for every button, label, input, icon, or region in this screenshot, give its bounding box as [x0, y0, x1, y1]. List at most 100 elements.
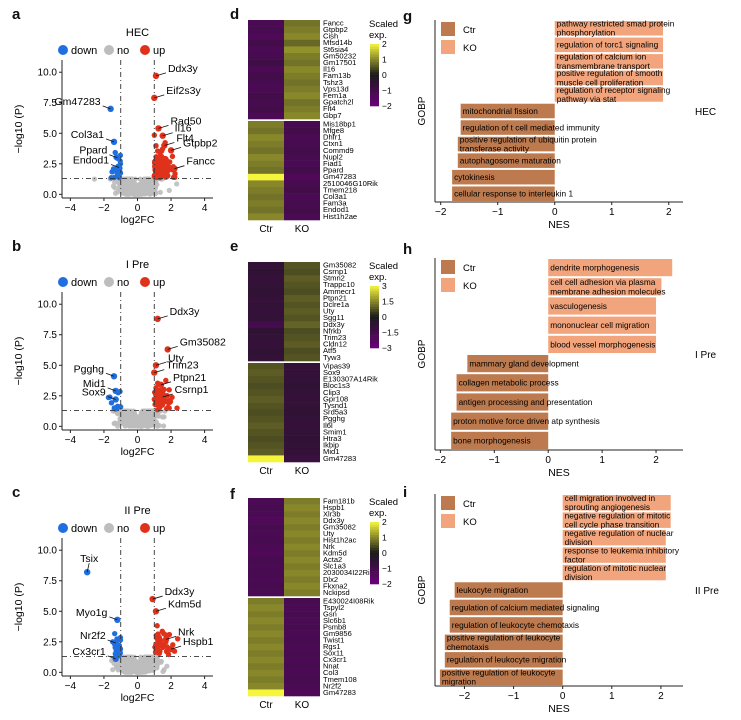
- heatmap-cell: [248, 141, 284, 148]
- heatmap-legend-gradient-step: [370, 47, 379, 50]
- non-significant-point: [158, 190, 163, 195]
- up-regulated-point: [163, 378, 168, 383]
- heatmap-cell: [284, 328, 320, 335]
- heatmap-cell: [284, 670, 320, 677]
- heatmap-legend-tick: 1: [382, 55, 387, 65]
- non-significant-point: [138, 424, 143, 429]
- gobp-term-label: autophagosome maturation: [460, 156, 561, 166]
- legend-label-no: no: [117, 45, 129, 57]
- heatmap-cell: [248, 79, 284, 86]
- legend-swatch-ko: [441, 514, 455, 528]
- legend-label-ctr: Ctr: [463, 499, 476, 510]
- heatmap-cell: [284, 455, 320, 462]
- heatmap-cell: [284, 134, 320, 141]
- legend-label-down: down: [71, 277, 97, 289]
- heatmap-cell: [248, 354, 284, 361]
- y-tick-label: 2.5: [43, 391, 57, 402]
- heatmap-column-label-ko: KO: [295, 700, 310, 711]
- legend-swatch-ctr: [441, 496, 455, 510]
- heatmap-cell: [284, 409, 320, 416]
- x-tick-label: 2: [653, 455, 659, 466]
- heatmap-cell: [248, 389, 284, 396]
- heatmap-cell: [248, 194, 284, 201]
- legend-label-ko: KO: [463, 281, 477, 292]
- gobp-term-label: cytokinesis: [454, 172, 495, 182]
- down-regulated-point: [112, 631, 117, 636]
- heatmap-cell: [284, 341, 320, 348]
- heatmap-legend-tick: 0: [382, 70, 387, 80]
- heatmap-cell: [248, 262, 284, 269]
- up-regulated-point: [155, 640, 160, 645]
- heatmap-row-label: Gm47283: [323, 688, 356, 697]
- heatmap-cell: [284, 200, 320, 207]
- y-tick-label: 2.5: [43, 159, 57, 170]
- heatmap-cell: [248, 295, 284, 302]
- heatmap-cell: [284, 315, 320, 322]
- heatmap-legend-gradient-step: [370, 57, 379, 60]
- heatmap-cell: [284, 20, 320, 27]
- heatmap-cell: [248, 86, 284, 93]
- gobp-term-label: regulation of calcium mediated signaling: [452, 602, 600, 612]
- non-significant-point: [117, 185, 122, 190]
- gobp-bar-chart-ii-pre: cell migration involved insprouting angi…: [405, 488, 741, 720]
- point-label-tsix: Tsix: [80, 553, 99, 565]
- heatmap-legend-gradient-step: [370, 312, 379, 315]
- labeled-point-hspb1: [168, 646, 174, 652]
- heatmap-cell: [284, 637, 320, 644]
- non-significant-point: [151, 667, 156, 672]
- up-regulated-point: [159, 148, 164, 153]
- x-tick-label: 4: [202, 203, 208, 214]
- heatmap-cell: [284, 550, 320, 557]
- gobp-term-label: migration: [442, 677, 477, 687]
- legend-label-ko: KO: [463, 43, 477, 54]
- plot-title: HEC: [126, 27, 149, 39]
- heatmap-cell: [284, 689, 320, 696]
- heatmap-cell: [284, 161, 320, 168]
- non-significant-point: [133, 659, 138, 664]
- heatmap-cell: [284, 557, 320, 564]
- legend-label-no: no: [117, 523, 129, 535]
- non-significant-point: [117, 416, 122, 421]
- heatmap-cell: [248, 650, 284, 657]
- heatmap-cell: [284, 295, 320, 302]
- y-tick-label: 10.0: [38, 68, 58, 79]
- point-label-gm35082: Gm35082: [180, 336, 226, 348]
- heatmap-legend-gradient-step: [370, 540, 379, 543]
- x-axis-label: NES: [548, 219, 570, 231]
- heatmap-cell: [284, 511, 320, 518]
- x-tick-label: −4: [65, 681, 77, 692]
- labeled-point-gm47283: [107, 106, 113, 112]
- heatmap-cell: [284, 27, 320, 34]
- heatmap-cell: [284, 376, 320, 383]
- legend-swatch-down: [58, 523, 68, 533]
- point-label-pgghg: Pgghg: [74, 363, 105, 375]
- heatmap-cell: [248, 341, 284, 348]
- point-label-col3a1: Col3a1: [71, 129, 104, 141]
- heatmap-cell: [284, 663, 320, 670]
- non-significant-point: [157, 423, 162, 428]
- heatmap-cell: [284, 60, 320, 67]
- heatmap-legend-gradient-step: [370, 576, 379, 579]
- heatmap-cell: [284, 598, 320, 605]
- heatmap-cell: [284, 531, 320, 538]
- y-axis-label: GOBP: [417, 575, 428, 604]
- heatmap-legend-gradient-step: [370, 522, 379, 525]
- heatmap-legend-gradient-step: [370, 340, 379, 343]
- x-tick-label: 2: [168, 681, 174, 692]
- x-axis-label: log2FC: [121, 446, 155, 458]
- labeled-point-pgghg: [111, 373, 117, 379]
- legend-swatch-ko: [441, 278, 455, 292]
- heatmap-cell: [248, 33, 284, 40]
- heatmap-cell: [284, 403, 320, 410]
- labeled-point-kdm5d: [153, 608, 159, 614]
- heatmap-cell: [248, 409, 284, 416]
- non-significant-point: [148, 423, 153, 428]
- legend-swatch-up: [140, 523, 150, 533]
- heatmap-legend-gradient-step: [370, 561, 379, 564]
- y-axis-label: −log10 (P): [13, 583, 25, 632]
- y-tick-label: 7.5: [43, 330, 57, 341]
- heatmap-cell: [248, 53, 284, 60]
- legend-swatch-down: [58, 45, 68, 55]
- heatmap-cell: [248, 689, 284, 696]
- heatmap-legend-gradient-step: [370, 52, 379, 55]
